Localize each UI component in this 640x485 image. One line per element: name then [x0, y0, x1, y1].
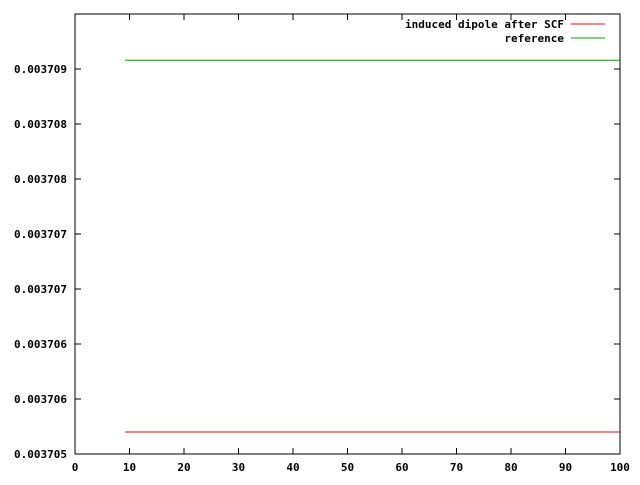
- series-lines: [125, 59, 620, 433]
- x-tick-label: 20: [177, 461, 190, 474]
- y-tick-label: 0.003707: [14, 283, 67, 296]
- y-tick-label: 0.003708: [14, 118, 67, 131]
- x-tick-label: 40: [286, 461, 299, 474]
- y-tick-label: 0.003706: [14, 338, 67, 351]
- legend-label: induced dipole after SCF: [405, 18, 564, 31]
- x-tick-label: 80: [504, 461, 517, 474]
- x-tick-label: 50: [341, 461, 354, 474]
- y-tick-label: 0.003705: [14, 448, 67, 461]
- x-tick-label: 10: [123, 461, 136, 474]
- x-tick-label: 0: [72, 461, 79, 474]
- plot-frame: [74, 13, 621, 455]
- y-tick-label: 0.003708: [14, 173, 67, 186]
- x-tick-label: 70: [450, 461, 463, 474]
- y-tick-label: 0.003707: [14, 228, 67, 241]
- x-tick-label: 100: [610, 461, 630, 474]
- x-tick-label: 90: [559, 461, 572, 474]
- y-axis: 0.003705 0.003706 0.003706 0.003707 0.003707…: [14, 63, 620, 461]
- x-tick-label: 30: [232, 461, 245, 474]
- y-tick-label: 0.003706: [14, 393, 67, 406]
- legend-label: reference: [504, 32, 564, 45]
- x-axis: 0 10 20 30 40 50 60 70 80 90 100: [72, 14, 630, 474]
- y-tick-label: 0.003709: [14, 63, 67, 76]
- x-tick-label: 60: [395, 461, 408, 474]
